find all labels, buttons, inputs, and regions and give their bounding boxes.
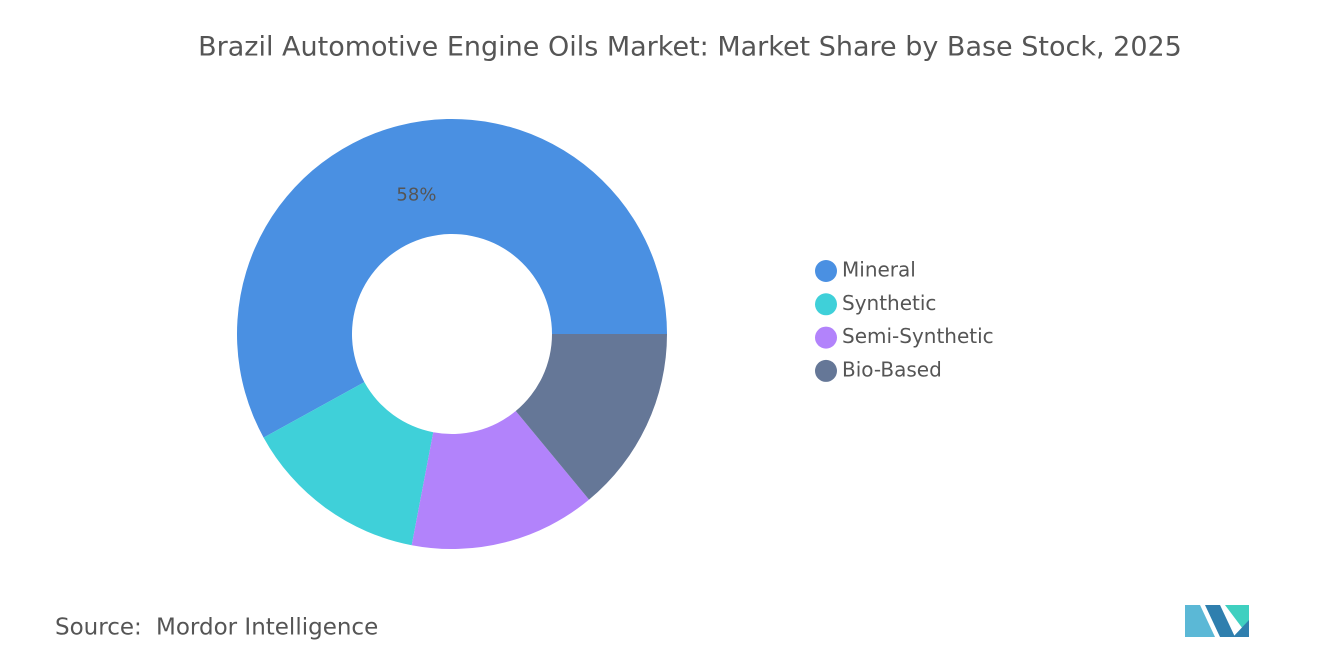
legend-marker xyxy=(815,293,837,316)
donut-segment xyxy=(236,119,667,438)
source-label: Source: xyxy=(55,615,142,641)
source-text: Mordor Intelligence xyxy=(156,615,378,641)
legend-marker xyxy=(815,260,837,282)
legend-marker xyxy=(815,326,837,349)
legend-label: Synthetic xyxy=(842,291,936,315)
value-label: 58% xyxy=(396,184,436,205)
donut-segment xyxy=(263,382,434,546)
donut-segment xyxy=(411,411,590,549)
chart-title: Brazil Automotive Engine Oils Market: Ma… xyxy=(198,32,1182,63)
logo xyxy=(1185,605,1249,637)
legend-label: Mineral xyxy=(842,258,916,282)
legend-marker xyxy=(815,359,837,382)
legend-label: Bio-Based xyxy=(842,357,942,381)
legend-label: Semi-Synthetic xyxy=(842,324,994,348)
donut-segment xyxy=(515,334,667,500)
